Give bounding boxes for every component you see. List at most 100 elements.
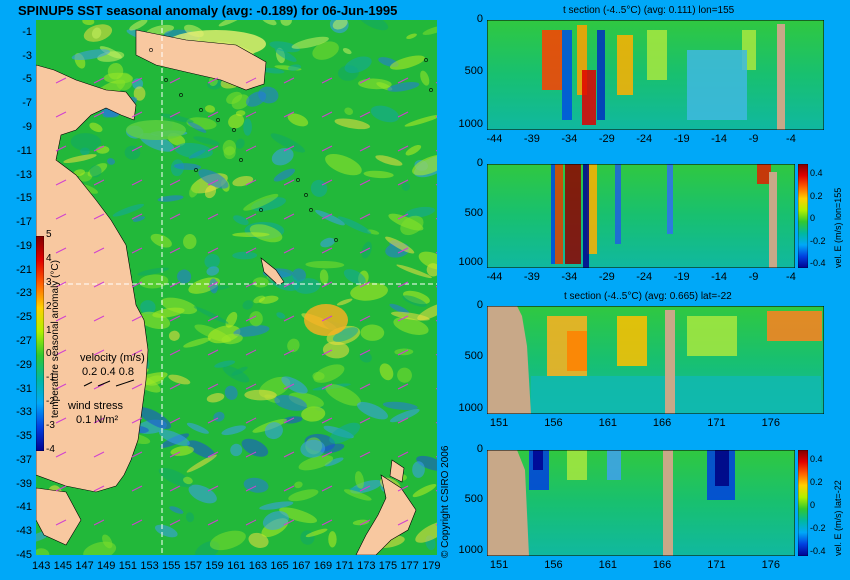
depth-tick: 0 <box>476 13 483 25</box>
lon-tick: 165 <box>270 560 289 572</box>
x-tick: 176 <box>761 559 780 571</box>
x-tick: -14 <box>711 133 728 145</box>
lat-tick: -15 <box>16 192 32 205</box>
map-title: SPINUP5 SST seasonal anomaly (avg: -0.18… <box>18 3 398 18</box>
map-colorbar-tick: 0 <box>46 348 52 360</box>
x-tick: -9 <box>748 271 759 283</box>
x-tick: -24 <box>636 271 653 283</box>
colorbar-tick: -0.2 <box>810 523 826 533</box>
lat-tick: -13 <box>16 168 32 181</box>
sst-map <box>36 20 437 555</box>
lon-tick: 173 <box>357 560 376 572</box>
x-tick: -4 <box>786 133 796 145</box>
x-tick: -19 <box>673 133 690 145</box>
lon-tick: 149 <box>97 560 116 572</box>
map-colorbar <box>36 236 44 451</box>
x-tick: -34 <box>561 133 578 145</box>
depth-tick: 1000 <box>458 117 483 130</box>
depth-tick: 0 <box>476 299 483 311</box>
map-colorbar-tick: -4 <box>46 444 55 455</box>
lon-tick: 177 <box>400 560 419 572</box>
map-colorbar-tick: -3 <box>46 420 55 432</box>
copyright: © Copyright CSIRO 2006 <box>440 445 451 558</box>
map-colorbar-label: temperature seasonal anomaly (°C) <box>50 260 61 418</box>
depth-tick: 500 <box>464 493 483 506</box>
velocity-label: velocity (m/s) <box>80 352 145 364</box>
x-tick: -29 <box>598 133 615 145</box>
x-tick: 171 <box>707 559 726 571</box>
lat-tick: -31 <box>16 382 32 395</box>
panel4-colorbar-label: vel. E (m/s) lat=-22 <box>833 480 843 556</box>
wind-stress-label: wind stress <box>68 400 124 412</box>
colorbar-tick: -0.2 <box>810 235 826 246</box>
lat-tick: -19 <box>16 239 32 252</box>
colorbar-tick: 0.2 <box>810 190 823 201</box>
lat-tick: -11 <box>16 144 32 157</box>
panel2-colorbar-label: vel. E (m/s) lon=155 <box>833 187 843 268</box>
lon-tick: 167 <box>292 560 311 572</box>
lat-tick: -41 <box>16 501 32 514</box>
panel3-section <box>487 306 824 414</box>
lat-tick: -23 <box>16 287 32 300</box>
x-tick: 171 <box>707 417 726 429</box>
lon-tick: 163 <box>248 560 268 572</box>
velocity-scale: 0.2 0.4 0.8 <box>82 366 134 378</box>
wind-stress-scale: 0.1 N/m² <box>76 414 119 426</box>
lat-tick: -45 <box>16 549 32 561</box>
x-tick: 166 <box>652 417 672 429</box>
panel3-title: t section (-4..5°C) (avg: 0.665) lat=-22 <box>564 291 732 302</box>
x-tick: -39 <box>523 271 540 283</box>
x-tick: 176 <box>761 417 780 429</box>
panel1-section <box>487 20 824 130</box>
lat-tick: -25 <box>16 311 32 324</box>
x-tick: 151 <box>489 559 509 571</box>
lon-tick: 175 <box>378 560 398 572</box>
x-tick: 161 <box>598 417 617 429</box>
lat-tick: -21 <box>16 263 32 276</box>
lat-tick: -29 <box>16 358 32 371</box>
depth-tick: 0 <box>476 157 483 169</box>
map-colorbar-tick: 1 <box>46 324 52 336</box>
lat-tick: -17 <box>16 216 32 229</box>
velocity-arrows-legend <box>83 379 135 387</box>
x-tick: -24 <box>636 133 653 145</box>
lat-tick: -43 <box>16 525 32 538</box>
panel4-section <box>487 450 795 556</box>
lat-tick: -9 <box>22 121 32 133</box>
map-colorbar-tick: 5 <box>46 229 52 240</box>
map-colorbar-tick: -1 <box>46 372 55 384</box>
lat-tick: -5 <box>22 73 32 86</box>
lat-tick: -1 <box>22 25 32 38</box>
x-tick: 161 <box>598 559 617 571</box>
lat-tick: -35 <box>16 430 32 443</box>
colorbar-tick: 0.2 <box>810 477 823 487</box>
x-tick: 151 <box>489 417 509 429</box>
depth-tick: 500 <box>464 206 483 219</box>
x-tick: -4 <box>786 271 796 283</box>
depth-tick: 1000 <box>458 256 483 269</box>
x-tick: -34 <box>561 271 578 283</box>
colorbar-tick: 0.4 <box>810 454 823 464</box>
x-tick: -39 <box>523 133 540 145</box>
lon-tick: 145 <box>53 560 73 572</box>
lon-tick: 151 <box>118 560 138 572</box>
depth-tick: 0 <box>476 443 483 455</box>
x-tick: -44 <box>486 133 503 145</box>
lat-tick: -39 <box>16 477 32 490</box>
panel2-colorbar <box>798 164 808 268</box>
lon-tick: 171 <box>335 560 354 572</box>
map-colorbar-tick: 3 <box>46 276 52 288</box>
depth-tick: 1000 <box>458 543 483 556</box>
x-tick: -29 <box>598 271 615 283</box>
lat-tick: -7 <box>22 97 32 110</box>
map-colorbar-tick: -2 <box>46 396 55 408</box>
x-tick: -44 <box>486 271 503 283</box>
lon-tick: 147 <box>75 560 94 572</box>
lon-tick: 169 <box>313 560 333 572</box>
lat-tick: -37 <box>16 453 32 466</box>
map-colorbar-tick: 2 <box>46 300 52 312</box>
lat-tick: -27 <box>16 335 32 347</box>
depth-tick: 500 <box>464 65 483 78</box>
lon-tick: 153 <box>140 560 159 572</box>
panel4-colorbar <box>798 450 808 556</box>
